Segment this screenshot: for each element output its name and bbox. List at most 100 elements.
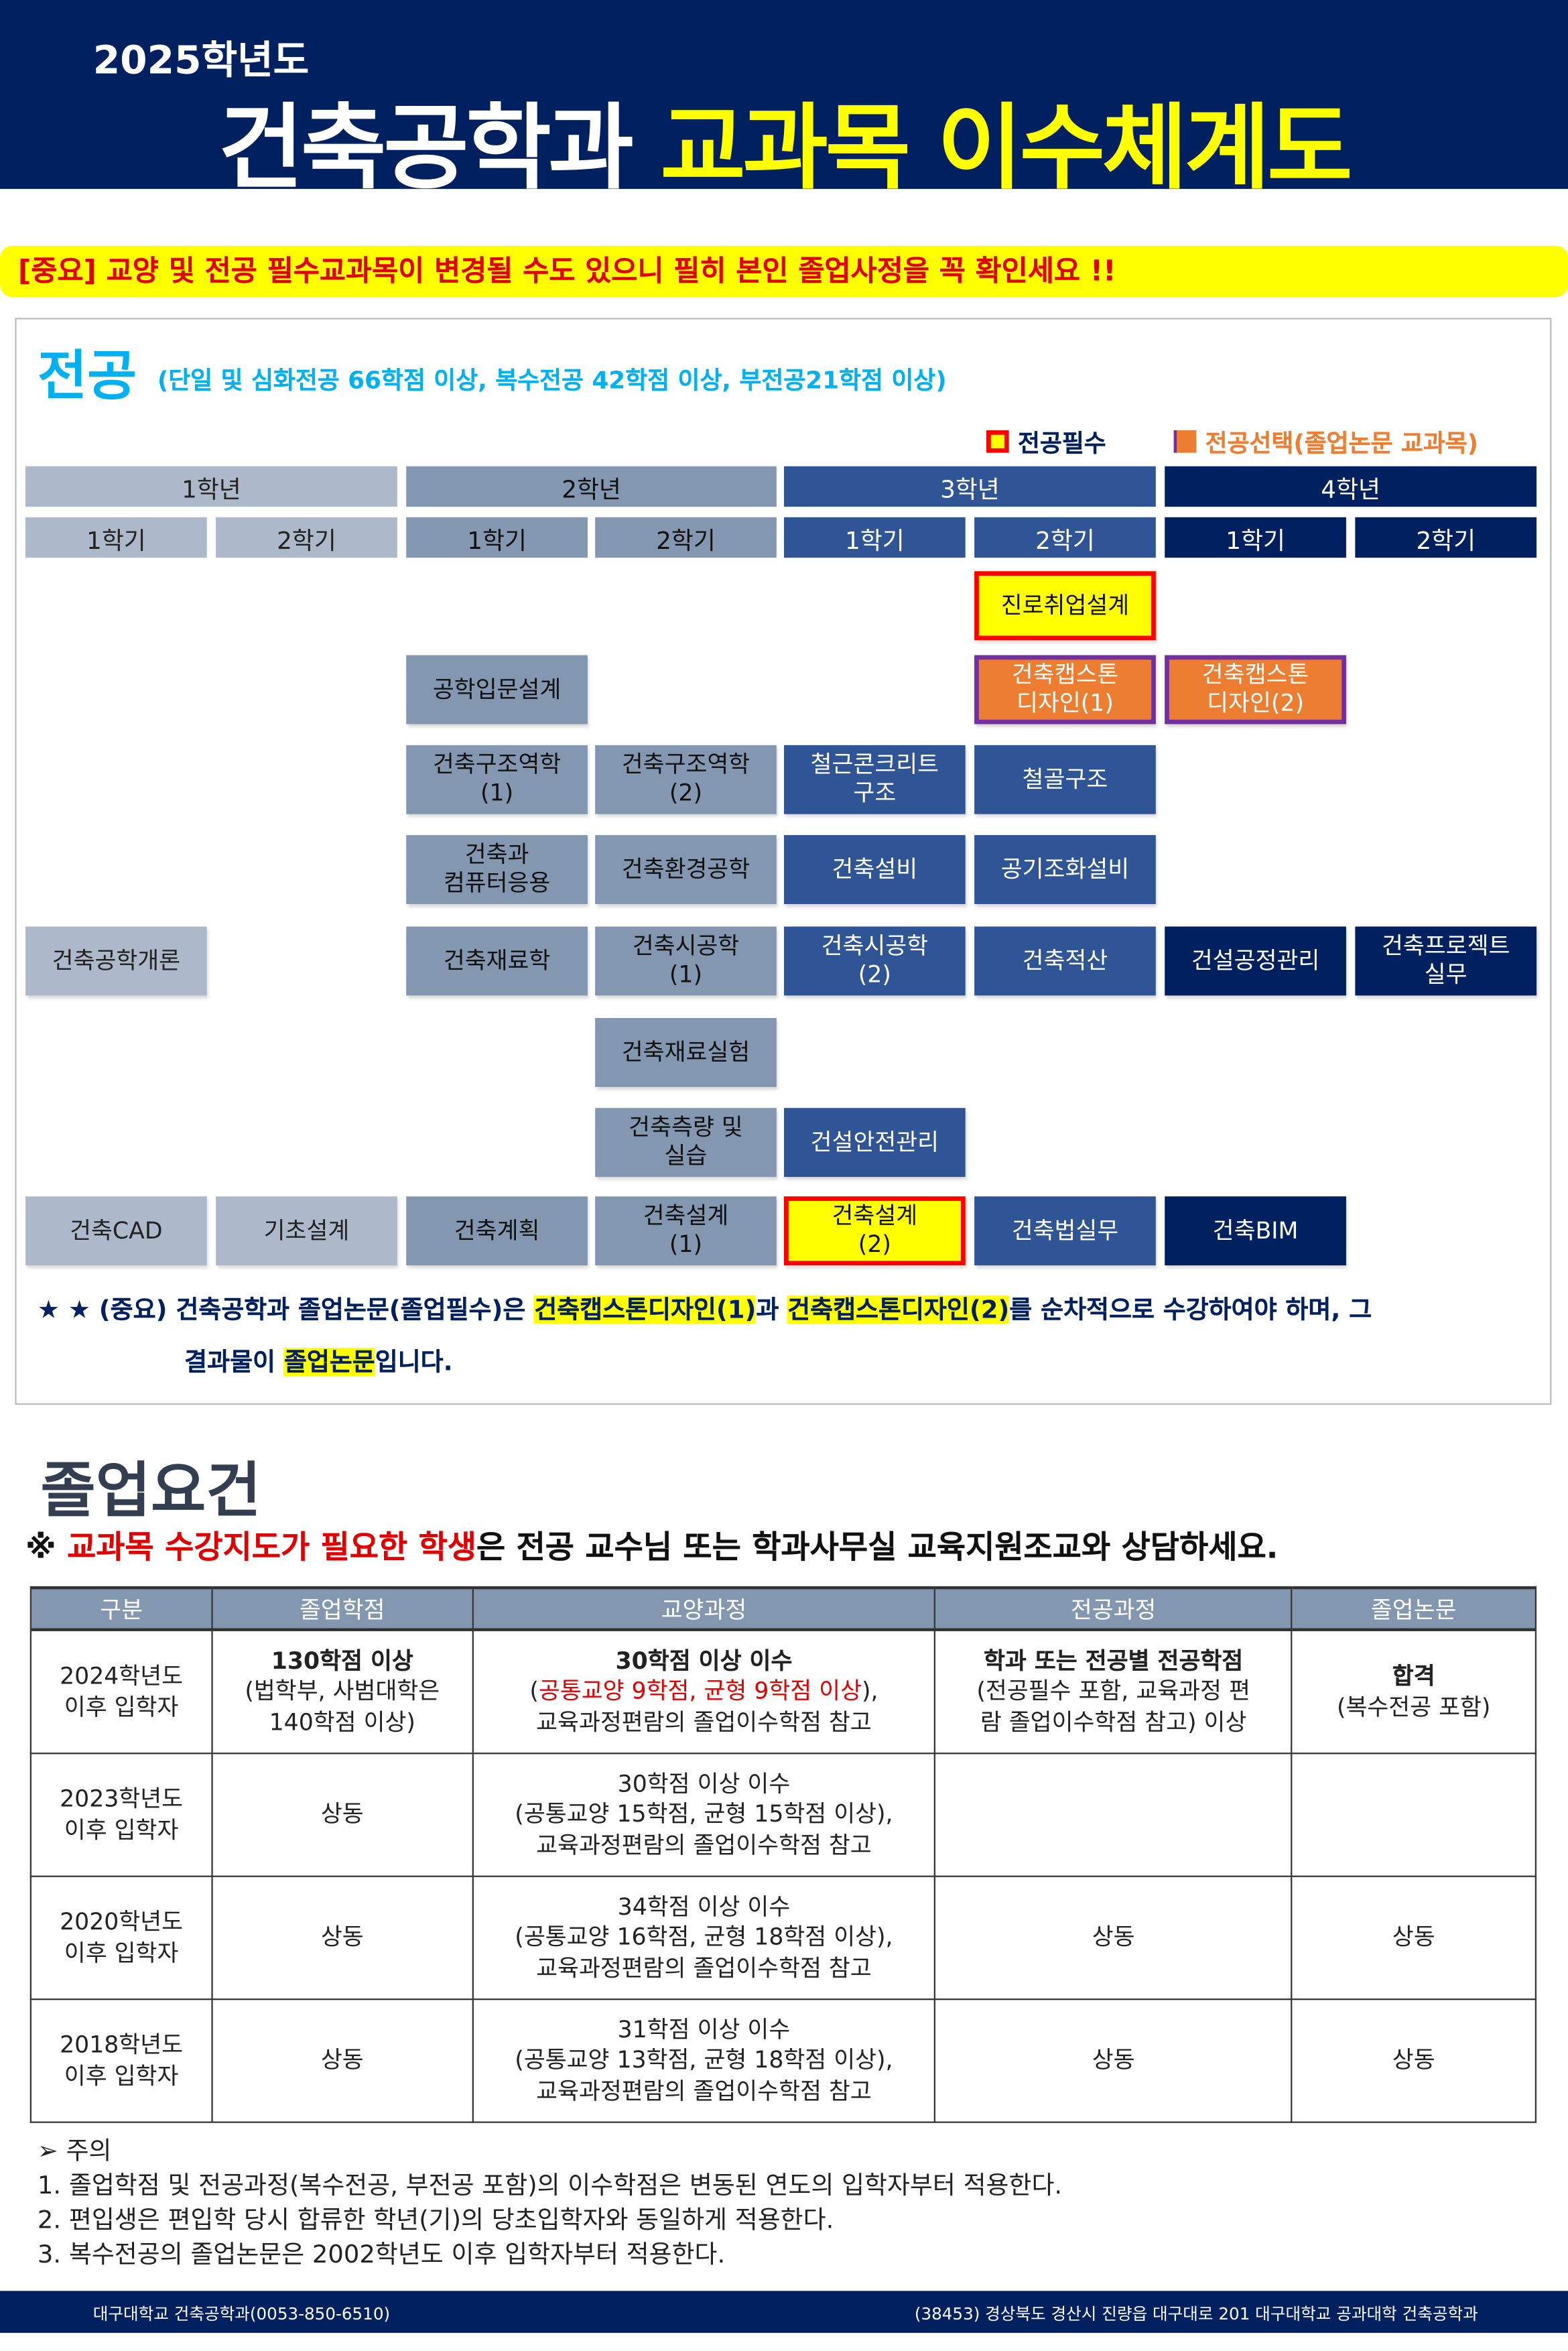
legend-label: 전공필수 <box>1017 428 1106 458</box>
important-notice: [중요] 교양 및 전공 필수교과목이 변경될 수도 있으니 필히 본인 졸업사… <box>0 245 1568 297</box>
semester-header: 2학기 <box>1355 517 1537 558</box>
note-text: ★ ★ (중요) 건축공학과 졸업논문(졸업필수)은 <box>37 1295 535 1324</box>
note-text: 입니다. <box>375 1348 453 1377</box>
cell-thesis: 상동 <box>1291 1998 1537 2123</box>
footer-address: (38453) 경상북도 경산시 진량읍 대구대로 201 대구대학교 공과대학… <box>914 2304 1478 2324</box>
cell-category: 2018학년도 이후 입학자 <box>29 1998 213 2123</box>
table-row: 2018학년도 이후 입학자 상동 31학점 이상 이수 (공통교양 13학점,… <box>29 1998 1537 2123</box>
cell-credits: 상동 <box>211 1753 474 1877</box>
capstone-note: ★ ★ (중요) 건축공학과 졸업논문(졸업필수)은 건축캡스톤디자인(1)과 … <box>38 1289 1372 1326</box>
cell-major: 학과 또는 전공별 전공학점 (전공필수 포함, 교육과정 편 람 졸업이수학점 … <box>934 1629 1293 1755</box>
credits-detail: (법학부, 사범대학은 140학점 이상) <box>245 1678 440 1736</box>
course-box: 건축구조역학 (2) <box>595 745 777 814</box>
cell-category: 2023학년도 이후 입학자 <box>29 1753 213 1877</box>
cell-major: 상동 <box>934 1998 1293 2123</box>
note-item: 3. 복수전공의 졸업논문은 2002학년도 이후 입학자부터 적용한다. <box>37 2240 726 2269</box>
col-header: 구분 <box>29 1586 213 1631</box>
course-box: 건축계획 <box>406 1196 588 1266</box>
course-box: 건축설계 (2) <box>784 1196 966 1266</box>
table-row: 2023학년도 이후 입학자 상동 30학점 이상 이수 (공통교양 15학점,… <box>29 1753 1537 1877</box>
cell-thesis: 상동 <box>1291 1875 1537 2000</box>
col-header: 교양과정 <box>472 1586 936 1631</box>
year-header: 3학년 <box>784 466 1156 507</box>
year-header: 4학년 <box>1165 466 1537 507</box>
legend-label: 전공선택(졸업논문 교과목) <box>1205 428 1479 458</box>
course-box: 건축설비 <box>784 835 966 904</box>
col-header: 전공과정 <box>934 1586 1293 1631</box>
course-box: 건축캡스톤 디자인(2) <box>1165 655 1346 724</box>
major-title: 전공 <box>37 346 137 408</box>
course-box: 건축시공학 (2) <box>784 926 966 996</box>
cell-category: 2024학년도 이후 입학자 <box>29 1629 213 1755</box>
note-highlight: 건축캡스톤디자인(2) <box>787 1295 1010 1324</box>
advice-text: ※ 교과목 수강지도가 필요한 학생은 전공 교수님 또는 학과사무실 교육지원… <box>25 1523 1278 1568</box>
semester-header: 2학기 <box>595 517 777 558</box>
academic-year: 2025학년도 <box>92 39 310 84</box>
required-swatch <box>986 429 1009 452</box>
graduation-title: 졸업요건 <box>40 1457 261 1527</box>
thesis-bold: 합격 <box>1392 1663 1435 1691</box>
year-header: 1학년 <box>25 466 397 507</box>
cell-thesis: 합격 (복수전공 포함) <box>1291 1629 1537 1755</box>
major-bold: 학과 또는 전공별 전공학점 <box>984 1648 1244 1675</box>
col-header: 졸업학점 <box>211 1586 474 1631</box>
notes-title: ➢ 주의 <box>37 2136 112 2165</box>
note-text: 결과물이 <box>184 1348 284 1377</box>
graduation-table: 구분 졸업학점 교양과정 전공과정 졸업논문 2024학년도 이후 입학자 13… <box>29 1586 1537 2123</box>
credits-bold: 130학점 이상 <box>271 1648 413 1675</box>
semester-header: 2학기 <box>974 517 1156 558</box>
course-box: 건축BIM <box>1165 1196 1346 1266</box>
cell-general: 30학점 이상 이수 (공통교양 9학점, 균형 9학점 이상), 교육과정편람의 … <box>472 1629 936 1755</box>
note-item: 2. 편입생은 편입학 당시 합류한 학년(기)의 당초입학자와 동일하게 적용… <box>37 2205 834 2234</box>
semester-header: 1학기 <box>25 517 207 558</box>
course-box: 철골구조 <box>974 745 1156 814</box>
course-box: 건축재료학 <box>406 926 588 996</box>
general-rest: 교육과정편람의 졸업이수학점 참고 <box>536 1708 872 1736</box>
cell-general: 34학점 이상 이수 (공통교양 16학점, 균형 18학점 이상), 교육과정… <box>472 1875 936 2000</box>
year-header: 2학년 <box>406 466 777 507</box>
course-box: 공학입문설계 <box>406 655 588 724</box>
table-row: 2020학년도 이후 입학자 상동 34학점 이상 이수 (공통교양 16학점,… <box>29 1875 1537 2000</box>
general-red: 공통교양 9학점, 균형 9학점 이상 <box>538 1678 862 1706</box>
course-box: 건축CAD <box>25 1196 207 1266</box>
title-curriculum: 교과목 이수체계도 <box>660 92 1352 203</box>
general-bold: 30학점 이상 이수 <box>615 1648 793 1675</box>
major-subtitle: (단일 및 심화전공 66학점 이상, 복수전공 42학점 이상, 부전공21학… <box>157 365 947 395</box>
cell-thesis <box>1291 1753 1537 1877</box>
note-item: 1. 졸업학점 및 전공과정(복수전공, 부전공 포함)의 이수학점은 변동된 … <box>37 2171 1063 2200</box>
course-box: 건축구조역학 (1) <box>406 745 588 814</box>
advice-red: 교과목 수강지도가 필요한 학생 <box>67 1529 477 1566</box>
header-banner: 2025학년도 건축공학과 교과목 이수체계도 <box>0 0 1568 202</box>
course-box: 공기조화설비 <box>974 835 1156 904</box>
course-box: 건설공정관리 <box>1165 926 1346 996</box>
page-title: 건축공학과 교과목 이수체계도 <box>0 72 1568 206</box>
note-highlight: 졸업논문 <box>283 1348 375 1377</box>
semester-header: 2학기 <box>216 517 397 558</box>
cell-credits: 130학점 이상 (법학부, 사범대학은 140학점 이상) <box>211 1629 474 1755</box>
note-text: 과 <box>756 1295 788 1324</box>
cell-general: 31학점 이상 이수 (공통교양 13학점, 균형 18학점 이상), 교육과정… <box>472 1998 936 2123</box>
course-box: 건축과 컴퓨터응용 <box>406 835 588 904</box>
cell-credits: 상동 <box>211 1875 474 2000</box>
course-box: 건축시공학 (1) <box>595 926 777 996</box>
course-box: 진로취업설계 <box>974 571 1156 641</box>
course-box: 건축프로젝트 실무 <box>1355 926 1537 996</box>
legend-required: 전공필수 <box>986 423 1106 459</box>
course-box: 철근콘크리트 구조 <box>784 745 966 814</box>
semester-header: 1학기 <box>406 517 588 558</box>
course-box: 건축재료실험 <box>595 1017 777 1087</box>
course-box: 건축적산 <box>974 926 1156 996</box>
footer: 대구대학교 건축공학과(0053-850-6510) (38453) 경상북도 … <box>0 2291 1568 2333</box>
thesis-detail: (복수전공 포함) <box>1336 1693 1491 1721</box>
course-box: 건축측량 및 실습 <box>595 1108 777 1178</box>
course-box: 기초설계 <box>216 1196 397 1266</box>
col-header: 졸업논문 <box>1291 1586 1537 1631</box>
cell-credits: 상동 <box>211 1998 474 2123</box>
cell-major: 상동 <box>934 1875 1293 2000</box>
semester-header: 1학기 <box>784 517 966 558</box>
title-department: 건축공학과 <box>218 92 634 203</box>
footer-contact: 대구대학교 건축공학과(0053-850-6510) <box>92 2304 391 2324</box>
major-section <box>15 318 1552 1405</box>
cell-category: 2020학년도 이후 입학자 <box>29 1875 213 2000</box>
elective-swatch <box>1173 429 1197 452</box>
